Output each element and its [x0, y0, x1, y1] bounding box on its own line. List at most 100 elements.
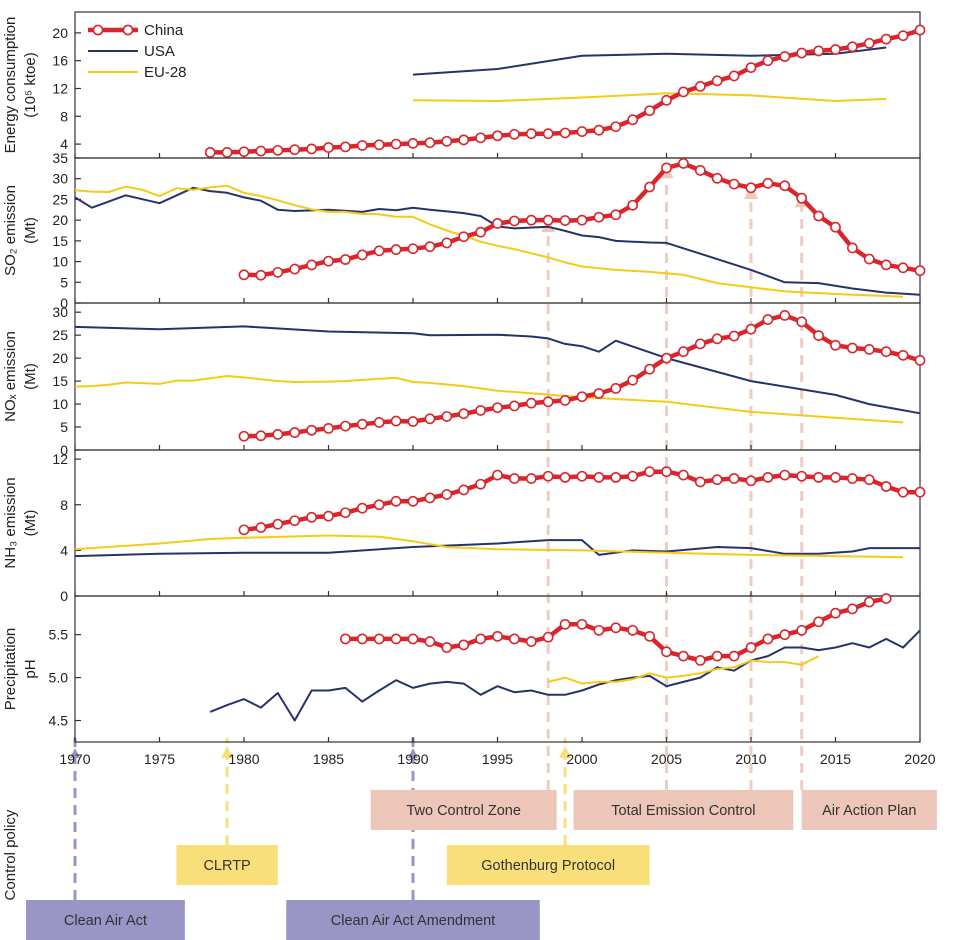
- policy-label: Clean Air Act Amendment: [331, 913, 495, 929]
- policy-two-control-zone[interactable]: Two Control Zone: [370, 790, 557, 830]
- data-point-china: [728, 178, 740, 190]
- y-tick-label: 10: [52, 396, 68, 412]
- data-point-china: [644, 181, 655, 193]
- y-axis-label: (Mt): [22, 510, 39, 537]
- data-point-china: [762, 633, 774, 645]
- legend-item-eu[interactable]: EU-28: [88, 64, 187, 81]
- x-tick-label: 2005: [651, 751, 682, 767]
- data-point-china: [458, 231, 470, 243]
- data-point-china: [542, 128, 554, 140]
- data-point-china: [238, 146, 250, 158]
- y-axis-label: NOₓ emission: [2, 331, 19, 422]
- data-point-china: [830, 607, 841, 619]
- policy-arrow-head: [559, 746, 572, 758]
- data-point-china: [661, 646, 672, 658]
- data-point-china: [745, 642, 757, 653]
- data-point-china: [728, 473, 740, 484]
- data-point-china: [272, 144, 284, 156]
- y-tick-label: 30: [52, 304, 68, 320]
- legend-item-usa[interactable]: USA: [88, 43, 175, 60]
- data-point-china: [559, 394, 571, 406]
- policy-clean-air-act-amendment[interactable]: Clean Air Act Amendment: [286, 900, 540, 940]
- y-tick-label: 15: [52, 373, 68, 389]
- y-tick-label: 8: [60, 497, 68, 513]
- data-point-china: [306, 511, 317, 523]
- y-tick-label: 20: [52, 350, 68, 366]
- policy-label: Total Emission Control: [611, 803, 755, 819]
- policy-label: Gothenburg Protocol: [481, 858, 615, 874]
- policy-air-action-plan[interactable]: Air Action Plan: [801, 790, 937, 830]
- series-line-usa: [74, 539, 920, 558]
- y-tick-label: 35: [52, 150, 68, 166]
- data-point-china: [407, 137, 419, 149]
- data-point-china: [627, 470, 639, 482]
- data-point-china: [525, 128, 537, 140]
- policy-box: [370, 790, 557, 830]
- data-point-china: [711, 650, 723, 662]
- y-tick-label: 30: [52, 171, 68, 187]
- data-point-china: [694, 338, 706, 350]
- legend-item-china[interactable]: China: [88, 22, 184, 39]
- data-point-china: [576, 391, 588, 403]
- data-point-china: [728, 650, 740, 662]
- policy-total-emission-control[interactable]: Total Emission Control: [573, 790, 794, 830]
- panel-nox: 0 5 10 15 20 25 30 NOₓ emission (Mt): [2, 302, 926, 458]
- data-point-china: [779, 310, 791, 321]
- data-point-china: [204, 147, 216, 158]
- legend-marker: [122, 24, 134, 36]
- y-axis-label: pH: [22, 659, 39, 678]
- data-point-china: [475, 478, 486, 490]
- data-point-china: [863, 253, 875, 265]
- data-point-china: [390, 138, 402, 150]
- series-line-eu-28: [547, 655, 820, 685]
- data-point-china: [289, 144, 301, 156]
- x-tick-label: 2010: [735, 751, 766, 767]
- data-point-china: [694, 476, 706, 488]
- data-point-china: [475, 132, 486, 144]
- panel-nh3: 0 4 8 12 NH₃ emission (Mt): [2, 449, 926, 604]
- data-point-china: [796, 192, 808, 204]
- y-tick-label: 5.5: [49, 627, 69, 643]
- data-point-china: [796, 470, 808, 482]
- data-point-china: [830, 339, 841, 351]
- data-point-china: [424, 492, 436, 504]
- data-point-china: [390, 495, 402, 507]
- data-point-china: [441, 237, 453, 249]
- policy-clean-air-act[interactable]: Clean Air Act: [26, 900, 185, 940]
- y-tick-label: 0: [60, 588, 68, 604]
- panel-energy: 4 8 12 16 20 Energy consumption (10⁵ ktoe): [2, 11, 926, 159]
- data-point-china: [407, 633, 419, 645]
- data-point-china: [525, 473, 537, 484]
- y-tick-label: 5: [60, 274, 68, 290]
- x-tick-label: 2020: [904, 751, 935, 767]
- data-point-china: [441, 135, 453, 147]
- policy-clrtp[interactable]: CLRTP: [176, 845, 278, 885]
- data-point-china: [863, 474, 875, 486]
- data-point-china: [289, 263, 301, 275]
- data-point-china: [238, 430, 250, 442]
- data-point-china: [373, 417, 385, 428]
- data-point-china: [576, 214, 588, 226]
- policy-label: Clean Air Act: [64, 913, 147, 929]
- data-point-china: [255, 522, 267, 533]
- data-point-china: [542, 396, 554, 408]
- data-point-china: [745, 323, 757, 335]
- policy-gothenburg-protocol[interactable]: Gothenburg Protocol: [446, 845, 650, 885]
- data-point-china: [424, 137, 436, 149]
- data-point-china: [593, 388, 605, 399]
- data-point-china: [830, 471, 841, 483]
- y-tick-label: 4.5: [49, 713, 69, 729]
- policy-arrow-head: [221, 746, 234, 758]
- y-tick-label: 0: [60, 295, 68, 311]
- panel-frame: [74, 157, 921, 304]
- data-point-china: [542, 631, 554, 643]
- data-point-china: [711, 172, 723, 184]
- data-point-china: [576, 618, 588, 630]
- data-point-china: [644, 630, 655, 642]
- x-tick-label: 1995: [482, 751, 513, 767]
- y-axis-label: (Mt): [22, 217, 39, 244]
- data-point-china: [272, 266, 284, 278]
- data-point-china: [678, 86, 689, 98]
- y-axis-label: SO₂ emission: [2, 185, 19, 276]
